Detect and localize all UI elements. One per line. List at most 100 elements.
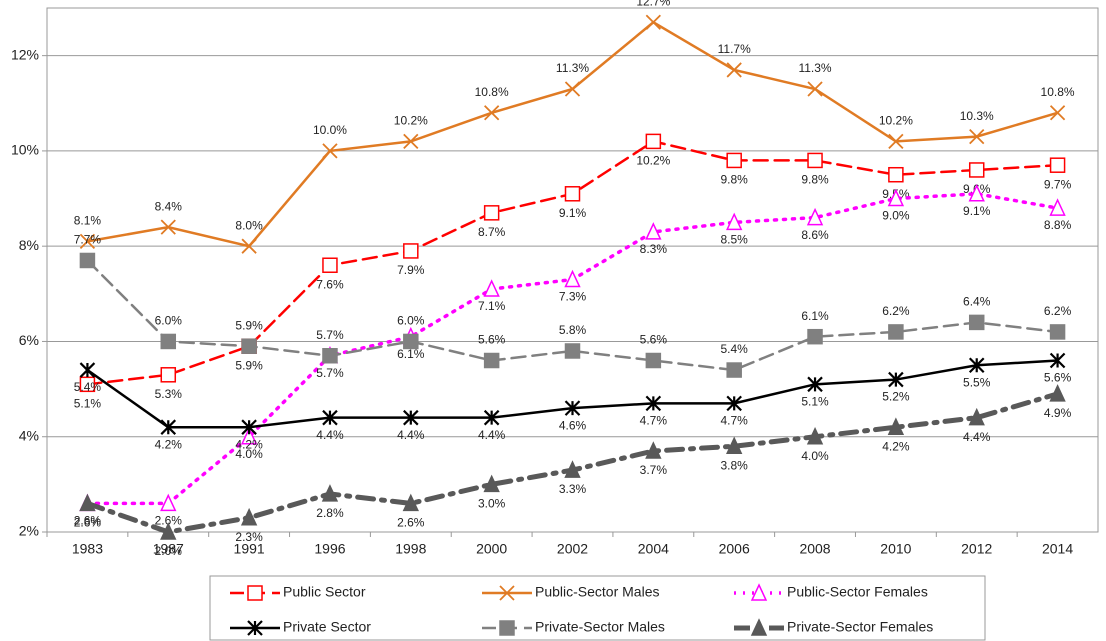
marker bbox=[564, 460, 581, 478]
data-label: 6.0% bbox=[397, 314, 425, 328]
data-label: 2.6% bbox=[74, 516, 102, 530]
data-label: 2.6% bbox=[155, 514, 183, 528]
data-label: 5.9% bbox=[235, 358, 263, 372]
data-label: 8.8% bbox=[1044, 218, 1072, 232]
data-label: 5.4% bbox=[74, 380, 102, 394]
legend-label: Public-Sector Males bbox=[535, 584, 660, 600]
marker bbox=[484, 105, 500, 121]
marker bbox=[241, 238, 257, 254]
marker bbox=[564, 186, 581, 202]
data-label: 8.6% bbox=[801, 228, 829, 242]
marker bbox=[888, 133, 904, 150]
marker bbox=[968, 357, 985, 374]
legend-label: Public Sector bbox=[283, 584, 366, 600]
marker bbox=[888, 166, 904, 183]
data-label: 3.0% bbox=[478, 497, 506, 511]
data-label: 5.1% bbox=[74, 396, 102, 410]
data-label: 8.4% bbox=[155, 199, 183, 213]
marker bbox=[247, 585, 263, 601]
data-label: 6.1% bbox=[801, 309, 829, 323]
marker bbox=[1049, 324, 1066, 340]
data-label: 5.9% bbox=[235, 318, 263, 332]
marker bbox=[564, 343, 581, 359]
marker bbox=[726, 152, 742, 169]
data-label: 10.2% bbox=[636, 154, 670, 168]
marker bbox=[645, 133, 662, 150]
marker bbox=[322, 409, 338, 426]
marker bbox=[499, 620, 515, 636]
data-label: 7.6% bbox=[316, 277, 344, 291]
data-label: 5.2% bbox=[882, 390, 910, 404]
x-tick-label: 2010 bbox=[880, 541, 911, 557]
data-label: 6.2% bbox=[1044, 304, 1072, 318]
data-label: 2.8% bbox=[316, 506, 344, 520]
marker bbox=[403, 409, 419, 426]
marker bbox=[645, 222, 662, 240]
marker bbox=[402, 493, 419, 512]
data-label: 9.8% bbox=[721, 173, 749, 187]
y-tick-label: 12% bbox=[11, 46, 39, 62]
marker bbox=[645, 352, 662, 369]
data-label: 5.1% bbox=[801, 394, 829, 408]
marker bbox=[483, 474, 500, 493]
marker bbox=[968, 184, 985, 202]
data-label: 4.7% bbox=[721, 414, 749, 428]
marker bbox=[645, 441, 662, 459]
x-tick-label: 1991 bbox=[234, 541, 265, 557]
data-label: 2.6% bbox=[74, 514, 102, 528]
data-label: 5.8% bbox=[559, 323, 587, 337]
data-label: 9.1% bbox=[559, 206, 587, 220]
x-tick-label: 1987 bbox=[153, 541, 184, 557]
data-label: 7.7% bbox=[74, 233, 102, 247]
legend-label: Public-Sector Females bbox=[787, 584, 928, 600]
data-label: 6.0% bbox=[155, 314, 183, 328]
marker bbox=[807, 376, 823, 393]
data-label: 10.2% bbox=[879, 114, 913, 128]
marker bbox=[564, 400, 581, 416]
marker bbox=[645, 395, 662, 412]
marker bbox=[726, 362, 742, 378]
data-label: 4.0% bbox=[801, 449, 829, 463]
data-label: 4.4% bbox=[478, 428, 506, 442]
marker bbox=[483, 279, 500, 297]
marker bbox=[807, 328, 823, 345]
marker bbox=[726, 395, 742, 412]
data-label: 9.1% bbox=[963, 204, 991, 218]
data-label: 5.6% bbox=[478, 333, 506, 347]
marker bbox=[322, 257, 338, 273]
data-label: 2.3% bbox=[235, 530, 263, 544]
marker bbox=[726, 436, 743, 455]
marker bbox=[321, 484, 339, 502]
marker bbox=[807, 152, 823, 169]
data-label: 7.9% bbox=[397, 263, 425, 277]
marker bbox=[160, 419, 177, 435]
marker bbox=[240, 426, 258, 445]
data-label: 11.7% bbox=[718, 42, 751, 56]
data-label: 4.0% bbox=[235, 447, 263, 461]
data-label: 10.0% bbox=[313, 123, 347, 137]
data-label: 3.3% bbox=[559, 482, 587, 496]
data-label: 5.6% bbox=[640, 333, 668, 347]
data-label: 8.5% bbox=[721, 233, 749, 247]
y-tick-label: 6% bbox=[19, 332, 39, 348]
data-label: 11.3% bbox=[798, 61, 831, 75]
marker bbox=[322, 143, 338, 159]
marker bbox=[1049, 157, 1066, 173]
data-label: 5.7% bbox=[316, 328, 344, 342]
marker bbox=[241, 338, 257, 354]
marker bbox=[564, 81, 581, 97]
marker bbox=[750, 583, 768, 601]
marker bbox=[322, 347, 338, 364]
marker bbox=[645, 14, 661, 30]
data-label: 5.5% bbox=[963, 375, 991, 389]
data-label: 3.8% bbox=[721, 458, 749, 472]
data-label: 5.6% bbox=[1044, 371, 1072, 385]
marker bbox=[887, 417, 905, 435]
marker bbox=[79, 252, 96, 269]
data-label: 6.1% bbox=[397, 347, 425, 361]
marker bbox=[483, 409, 500, 426]
x-tick-label: 2004 bbox=[638, 541, 669, 557]
marker bbox=[240, 507, 258, 526]
marker bbox=[403, 333, 419, 350]
